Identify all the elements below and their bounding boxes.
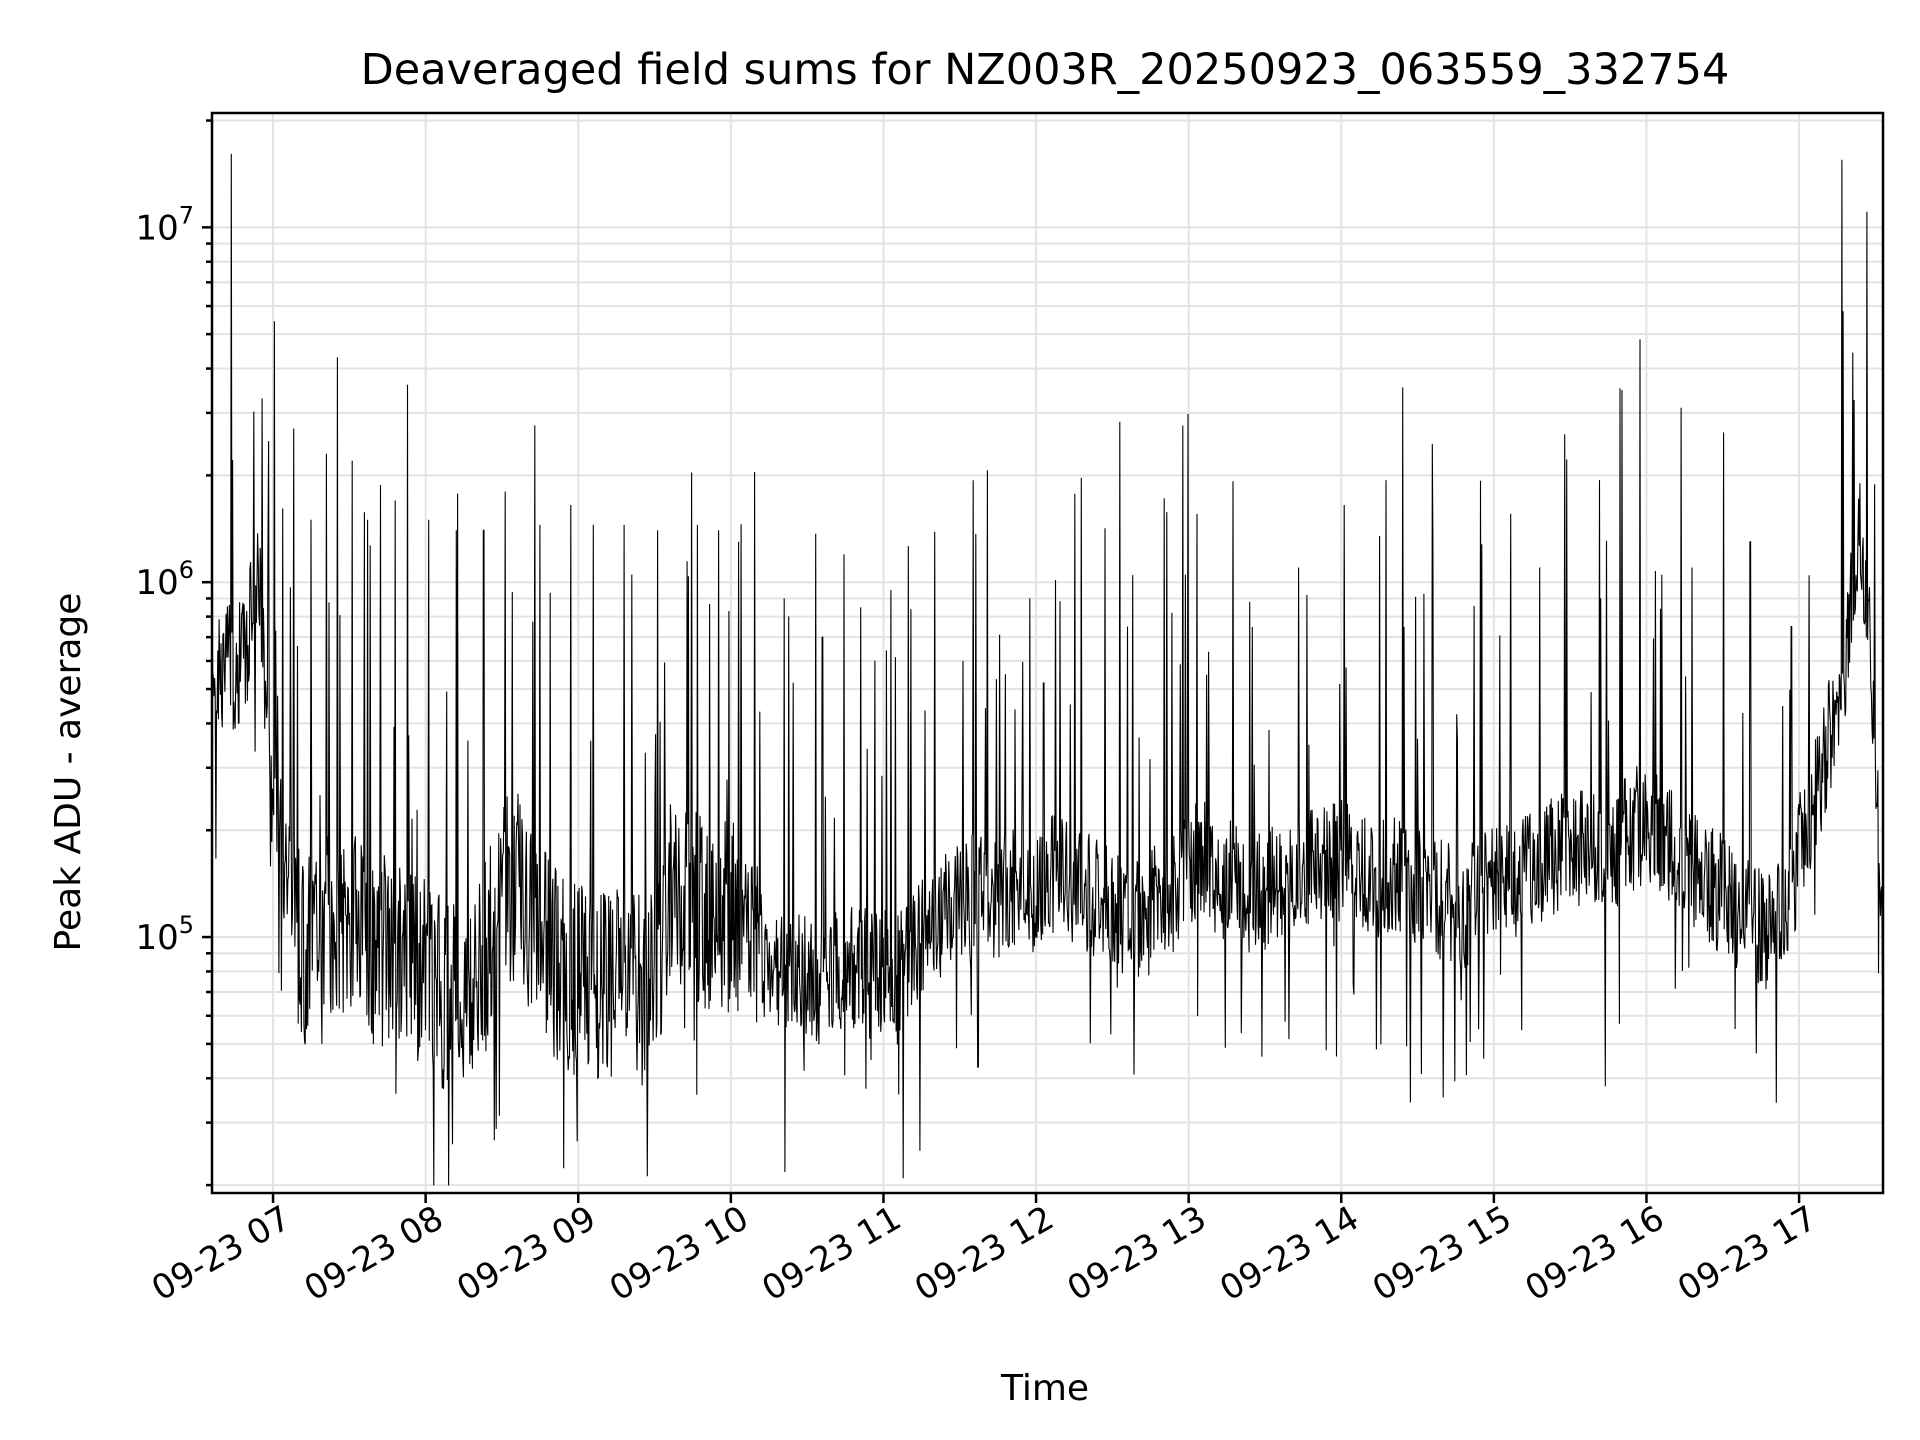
chart-title: Deaveraged field sums for NZ003R_2025092…: [361, 45, 1730, 95]
y-tick-label-exponent: 7: [179, 201, 194, 229]
y-tick-label-base: 10: [135, 208, 178, 248]
plot-frame: [210, 111, 1885, 1195]
x-axis-label: Time: [1000, 1368, 1089, 1409]
series-layer: [211, 153, 1884, 1186]
y-axis-label: Peak ADU - average: [48, 593, 89, 952]
y-tick-label: 106: [135, 556, 194, 603]
y-tick-label: 105: [135, 911, 194, 958]
y-tick-label-exponent: 5: [179, 911, 194, 939]
y-tick-label: 107: [135, 201, 194, 248]
y-tick-label-base: 10: [135, 563, 178, 603]
y-tick-label-base: 10: [135, 918, 178, 958]
series-line: [211, 153, 1884, 1186]
y-tick-label-exponent: 6: [179, 556, 194, 584]
